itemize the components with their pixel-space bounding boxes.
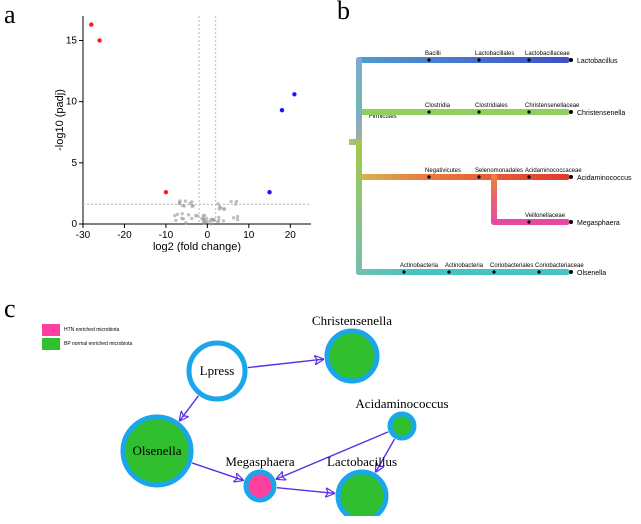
svg-text:Christensenellaceae: Christensenellaceae — [525, 103, 580, 109]
cladogram: FirmicutesBacilliLactobacillalesLactobac… — [349, 22, 639, 288]
svg-text:15: 15 — [66, 35, 78, 46]
svg-text:Selenomonadales: Selenomonadales — [475, 168, 523, 174]
svg-text:log2 (fold change): log2 (fold change) — [153, 241, 241, 252]
svg-text:10: 10 — [66, 97, 78, 108]
svg-text:-30: -30 — [76, 230, 91, 241]
svg-text:Acidaminococcus: Acidaminococcus — [355, 396, 448, 411]
svg-text:Coriobacteriaceae: Coriobacteriaceae — [535, 263, 584, 269]
svg-text:Veillonellaceae: Veillonellaceae — [525, 213, 566, 219]
svg-text:Christensenella: Christensenella — [312, 316, 392, 328]
figure-root: a -30 -20 -10 0 10 20 0 5 10 15 log2 (fold change)… — [0, 0, 641, 524]
svg-text:Acidaminococcaceae: Acidaminococcaceae — [525, 168, 582, 174]
svg-text:-log10 (padj): -log10 (padj) — [55, 89, 66, 151]
panel-b: b FirmicutesBacilliLactobacillalesLactob… — [337, 0, 641, 296]
svg-text:0: 0 — [71, 219, 77, 230]
svg-text:10: 10 — [243, 230, 255, 241]
svg-text:Negativicutes: Negativicutes — [425, 168, 461, 174]
svg-text:Clostridia: Clostridia — [425, 103, 451, 109]
svg-text:Lactobacillales: Lactobacillales — [475, 51, 514, 57]
network-diagram: Lpress Christensenella Olsenella Megasphaer… — [42, 316, 602, 516]
svg-text:20: 20 — [285, 230, 297, 241]
panel-a-letter: a — [4, 0, 16, 30]
panel-c-letter: c — [4, 294, 16, 324]
svg-text:Christensenella: Christensenella — [577, 110, 625, 117]
svg-text:-20: -20 — [117, 230, 132, 241]
svg-text:Megasphaera: Megasphaera — [225, 454, 295, 469]
svg-text:5: 5 — [71, 158, 77, 169]
svg-text:Actinobacteria: Actinobacteria — [400, 263, 439, 269]
panel-c: c HTN enriched microbiota BP normal enri… — [0, 296, 641, 524]
svg-text:Lactobacillaceae: Lactobacillaceae — [525, 51, 570, 57]
svg-text:Olsenella: Olsenella — [577, 270, 606, 277]
svg-text:Actinobacteria: Actinobacteria — [445, 263, 484, 269]
svg-text:Olsenella: Olsenella — [132, 443, 181, 458]
svg-text:Clostridiales: Clostridiales — [475, 103, 508, 109]
svg-text:0: 0 — [205, 230, 211, 241]
svg-text:Acidaminococcus: Acidaminococcus — [577, 175, 632, 182]
svg-text:Megasphaera: Megasphaera — [577, 220, 620, 227]
volcano-plot: -30 -20 -10 0 10 20 0 5 10 15 log2 (fold change) -l… — [55, 12, 315, 252]
svg-text:-10: -10 — [159, 230, 174, 241]
svg-text:Lactobacillus: Lactobacillus — [327, 454, 397, 469]
panel-a: a -30 -20 -10 0 10 20 0 5 10 15 log2 (fold change)… — [0, 0, 330, 296]
svg-text:Lactobacillus: Lactobacillus — [577, 58, 618, 65]
svg-text:Lpress: Lpress — [200, 363, 235, 378]
svg-text:Coriobacteriales: Coriobacteriales — [490, 263, 533, 269]
svg-text:Bacilli: Bacilli — [425, 51, 441, 57]
